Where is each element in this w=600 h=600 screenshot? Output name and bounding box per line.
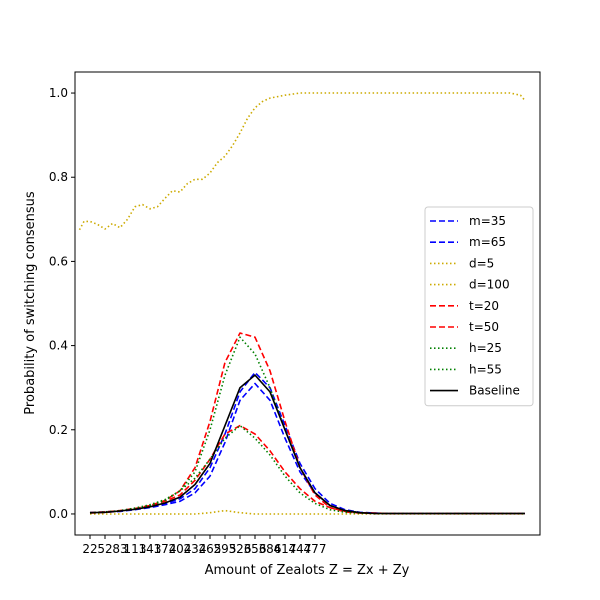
series-line-baseline: [89, 374, 525, 515]
x-tick-label: 52: [97, 542, 112, 556]
y-tick-label: 0.0: [49, 507, 68, 521]
y-tick-label: 1.0: [49, 86, 68, 100]
x-tick-label: 477: [304, 542, 327, 556]
legend-label: t=50: [469, 320, 499, 334]
x-tick-label: 417: [274, 542, 297, 556]
x-tick-label: 447: [289, 542, 312, 556]
y-tick-label: 0.2: [49, 423, 68, 437]
x-tick-label: 22: [82, 542, 97, 556]
x-axis-ticks: 22 52 831131431742042342652953263563864174…: [82, 535, 326, 556]
x-tick-label: 113: [124, 542, 147, 556]
legend-label: m=35: [469, 214, 506, 228]
legend: m=35 m=65 d=5 d=100 t=20 t=50 h=25 h=55 Baseline: [424, 206, 534, 407]
legend-label: d=100: [469, 278, 510, 292]
legend-label: d=5: [469, 256, 494, 270]
legend-box: [424, 206, 534, 407]
x-axis-label: Amount of Zealots Z = Zx + Zy: [205, 563, 410, 578]
x-tick-label: 326: [229, 542, 252, 556]
legend-label: Baseline: [469, 384, 520, 398]
series-line-d-5: [90, 509, 525, 515]
x-tick-label: 386: [259, 542, 282, 556]
x-tick-label: 295: [214, 542, 237, 556]
x-tick-label: 143: [139, 542, 162, 556]
plot-frame: [74, 71, 541, 536]
y-axis-label: Probability of switching consensus: [23, 191, 38, 415]
x-tick-label: 174: [154, 542, 177, 556]
legend-label: h=25: [469, 341, 502, 355]
legend-label: h=55: [469, 362, 502, 376]
x-tick-label: 83: [112, 542, 127, 556]
x-tick-label: 265: [199, 542, 222, 556]
series-layer: [78, 92, 526, 515]
legend-label: m=65: [469, 235, 506, 249]
y-tick-label: 0.4: [49, 339, 68, 353]
x-tick-label: 204: [169, 542, 192, 556]
series-line-d-100: [78, 92, 526, 231]
legend-label: t=20: [469, 299, 499, 313]
x-tick-label: 234: [184, 542, 207, 556]
y-tick-label: 0.6: [49, 254, 68, 268]
y-tick-label: 0.8: [49, 170, 68, 184]
y-axis-ticks: 0.0 0.2 0.4 0.6 0.8 1.0: [49, 86, 75, 521]
x-tick-label: 356: [244, 542, 267, 556]
